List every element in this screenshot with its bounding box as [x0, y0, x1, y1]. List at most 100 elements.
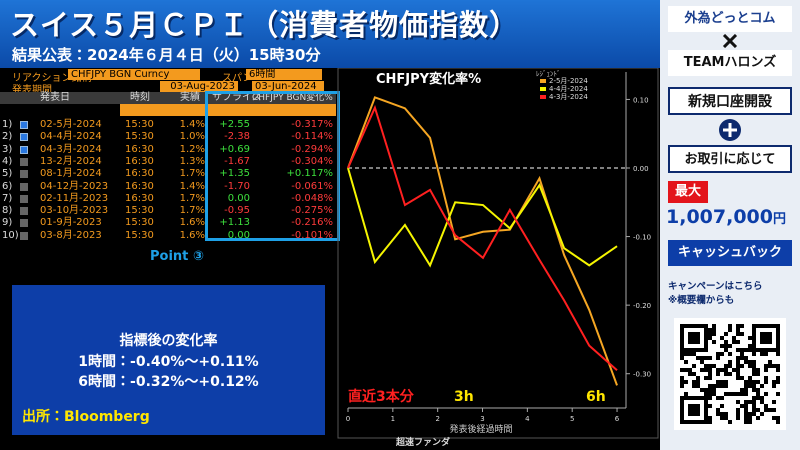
- qr-module: [744, 420, 748, 424]
- qr-module: [708, 372, 712, 376]
- reaction-label: リアクション銘柄: [12, 73, 92, 84]
- period-end: 03-Jun-2024: [252, 81, 324, 92]
- qr-module: [752, 340, 756, 344]
- qr-module: [704, 324, 708, 328]
- qr-module: [724, 340, 728, 344]
- qr-module: [748, 384, 752, 388]
- qr-module: [772, 348, 776, 352]
- qr-module: [692, 340, 696, 344]
- qr-module: [764, 408, 768, 412]
- qr-module: [684, 380, 688, 384]
- qr-module: [700, 360, 704, 364]
- qr-module: [748, 420, 752, 424]
- qr-module: [684, 324, 688, 328]
- qr-module: [724, 332, 728, 336]
- x-tick-label: 1: [391, 415, 395, 423]
- footer: 超速ファンダ: [395, 436, 450, 448]
- qr-module: [688, 412, 692, 416]
- qr-module: [740, 376, 744, 380]
- table-cell: -0.101%: [291, 229, 333, 241]
- qr-module: [704, 400, 708, 404]
- qr-module: [752, 384, 756, 388]
- checkbox: [20, 133, 28, 142]
- table-cell: 5): [2, 168, 13, 180]
- series-line: [347, 96, 618, 386]
- qr-module: [756, 324, 760, 328]
- table-cell: 04-3月-2024: [40, 143, 102, 155]
- qr-module: [764, 364, 768, 368]
- qr-module: [704, 396, 708, 400]
- checkbox: [20, 194, 28, 203]
- qr-module: [748, 376, 752, 380]
- qr-module: [692, 420, 696, 424]
- qr-module: [728, 352, 732, 356]
- qr-module: [728, 324, 732, 328]
- max-label: 最大: [668, 181, 708, 203]
- qr-module: [696, 348, 700, 352]
- qr-module: [684, 392, 688, 396]
- qr-module: [744, 408, 748, 412]
- qr-module: [728, 392, 732, 396]
- cta[interactable]: 新規口座開設: [668, 87, 792, 115]
- table-cell: 02-5月-2024: [40, 119, 102, 130]
- qr-module: [696, 356, 700, 360]
- qr-module: [680, 384, 684, 388]
- qr-module: [740, 356, 744, 360]
- header-band: [120, 104, 336, 116]
- qr-module: [736, 364, 740, 368]
- qr-module: [696, 384, 700, 388]
- qr-module: [720, 404, 724, 408]
- table-cell: 1.7%: [179, 205, 205, 217]
- qr-module: [740, 352, 744, 356]
- table-cell: 16:30: [125, 192, 154, 204]
- qr-module: [764, 324, 768, 328]
- qr-module: [776, 348, 780, 352]
- qr-module: [688, 396, 692, 400]
- table-cell: 1.4%: [179, 119, 205, 130]
- qr-module: [680, 340, 684, 344]
- qr-module: [768, 408, 772, 412]
- table-cell: 1): [2, 119, 13, 130]
- qr-code[interactable]: [674, 318, 786, 430]
- qr-module: [716, 368, 720, 372]
- campaign-line: ※概要欄からも: [668, 295, 735, 306]
- qr-module: [680, 396, 684, 400]
- table-cell: 0.00: [227, 192, 250, 204]
- qr-module: [736, 400, 740, 404]
- table-cell: 04-12月-2023: [40, 180, 109, 192]
- qr-module: [712, 332, 716, 336]
- brand: 外為どっとコム: [668, 6, 792, 32]
- qr-module: [704, 416, 708, 420]
- qr-module: [700, 356, 704, 360]
- qr-module: [744, 400, 748, 404]
- qr-module: [680, 376, 684, 380]
- legend-swatch: [540, 79, 546, 83]
- y-tick-label: -0.20: [633, 302, 651, 310]
- qr-module: [744, 404, 748, 408]
- legend-swatch: [540, 87, 546, 91]
- table-cell: -0.275%: [291, 205, 333, 217]
- qr-module: [736, 412, 740, 416]
- qr-module: [776, 380, 780, 384]
- qr-module: [736, 368, 740, 372]
- checkbox: [20, 170, 28, 179]
- plus-icon: [719, 119, 741, 141]
- qr-module: [744, 412, 748, 416]
- header-band: [0, 92, 336, 104]
- qr-module: [764, 336, 768, 340]
- qr-module: [704, 348, 708, 352]
- qr-module: [704, 336, 708, 340]
- header: スイス５月ＣＰＩ（消費者物価指数） 結果公表：2024年６月４日（火）15時30…: [0, 0, 660, 68]
- qr-module: [764, 352, 768, 356]
- table-cell: -2.38: [224, 131, 250, 143]
- table-cell: -0.114%: [291, 131, 333, 143]
- qr-module: [776, 392, 780, 396]
- table-cell: 3): [2, 143, 13, 155]
- qr-module: [760, 384, 764, 388]
- table-cell: 4): [2, 155, 13, 167]
- qr-module: [772, 380, 776, 384]
- qr-module: [684, 348, 688, 352]
- qr-module: [708, 396, 712, 400]
- table-cell: 13-2月-2024: [40, 155, 102, 167]
- qr-module: [724, 392, 728, 396]
